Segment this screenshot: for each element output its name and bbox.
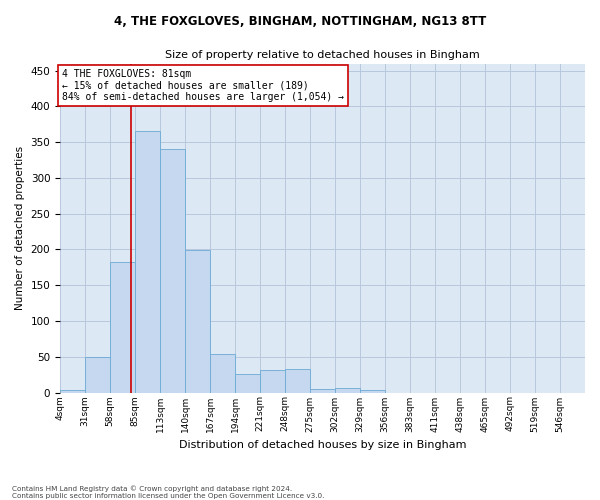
Bar [360, 390, 385, 392]
Bar [235, 374, 260, 392]
Bar [260, 370, 285, 392]
Bar [160, 150, 185, 392]
Bar [135, 132, 160, 392]
Bar [310, 389, 335, 392]
Text: Contains HM Land Registry data © Crown copyright and database right 2024.
Contai: Contains HM Land Registry data © Crown c… [12, 486, 325, 499]
Bar [60, 390, 85, 392]
Title: Size of property relative to detached houses in Bingham: Size of property relative to detached ho… [165, 50, 480, 60]
Bar [110, 262, 135, 392]
Bar [210, 354, 235, 393]
X-axis label: Distribution of detached houses by size in Bingham: Distribution of detached houses by size … [179, 440, 466, 450]
Y-axis label: Number of detached properties: Number of detached properties [15, 146, 25, 310]
Bar [185, 250, 210, 392]
Text: 4, THE FOXGLOVES, BINGHAM, NOTTINGHAM, NG13 8TT: 4, THE FOXGLOVES, BINGHAM, NOTTINGHAM, N… [114, 15, 486, 28]
Bar [85, 357, 110, 392]
Bar [285, 369, 310, 392]
Bar [335, 388, 360, 392]
Text: 4 THE FOXGLOVES: 81sqm
← 15% of detached houses are smaller (189)
84% of semi-de: 4 THE FOXGLOVES: 81sqm ← 15% of detached… [62, 68, 344, 102]
